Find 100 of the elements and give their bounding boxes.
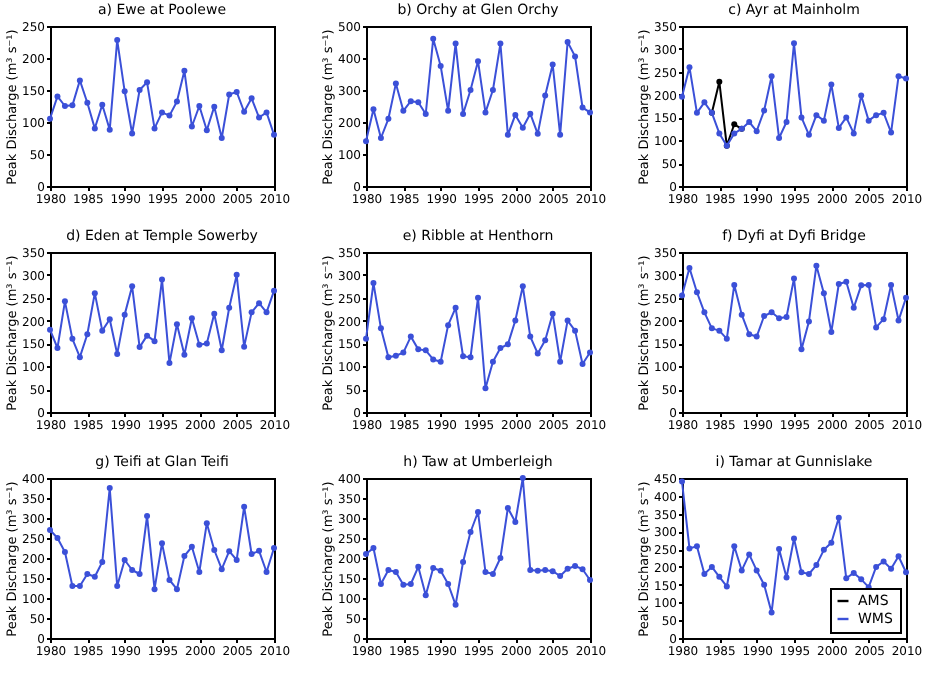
point xyxy=(422,111,429,117)
point xyxy=(542,92,549,99)
point xyxy=(76,77,83,84)
point xyxy=(820,290,827,297)
point xyxy=(377,135,384,141)
point xyxy=(504,505,511,511)
point xyxy=(385,115,392,122)
point xyxy=(166,360,173,367)
point xyxy=(768,309,775,316)
point xyxy=(716,130,723,137)
point xyxy=(895,73,902,80)
point xyxy=(761,313,768,319)
point xyxy=(121,88,128,95)
point xyxy=(241,108,248,115)
point xyxy=(106,316,113,323)
point xyxy=(880,316,887,323)
point xyxy=(542,337,549,344)
point xyxy=(798,569,805,576)
point xyxy=(475,58,481,65)
point xyxy=(880,109,887,116)
point xyxy=(527,567,534,573)
point xyxy=(84,99,91,106)
point xyxy=(106,485,113,491)
point xyxy=(731,121,738,128)
point xyxy=(437,63,444,69)
point xyxy=(363,551,369,557)
point xyxy=(445,107,452,114)
point xyxy=(527,110,534,117)
point xyxy=(129,283,136,290)
point xyxy=(263,569,270,575)
point xyxy=(497,40,504,47)
point xyxy=(738,311,745,318)
point xyxy=(783,574,790,581)
point xyxy=(813,112,820,119)
point xyxy=(708,563,715,570)
point xyxy=(865,117,872,124)
point xyxy=(873,324,880,331)
point xyxy=(144,79,151,86)
point xyxy=(144,332,151,339)
point xyxy=(873,563,880,570)
point xyxy=(422,347,429,354)
point xyxy=(564,317,571,324)
point xyxy=(716,573,723,580)
point xyxy=(445,581,452,587)
point xyxy=(843,278,850,285)
point xyxy=(467,87,474,93)
point xyxy=(392,352,399,359)
point xyxy=(248,309,255,316)
point xyxy=(136,87,143,93)
point xyxy=(564,39,571,45)
point xyxy=(415,563,422,570)
point xyxy=(181,351,188,358)
point xyxy=(686,265,693,271)
point xyxy=(430,35,437,42)
point xyxy=(203,127,210,134)
point xyxy=(203,520,210,527)
point xyxy=(241,343,248,350)
point xyxy=(99,327,106,334)
point xyxy=(54,535,61,541)
point xyxy=(828,539,835,546)
point xyxy=(557,573,564,579)
point xyxy=(196,341,203,348)
point xyxy=(519,124,526,131)
point xyxy=(572,563,579,569)
point xyxy=(542,567,549,573)
point xyxy=(129,567,136,573)
point xyxy=(828,81,835,88)
point xyxy=(888,565,895,572)
point xyxy=(835,124,842,131)
point xyxy=(211,547,218,553)
point xyxy=(188,315,195,322)
point xyxy=(400,581,407,588)
point xyxy=(114,37,121,44)
point xyxy=(791,40,797,47)
point xyxy=(731,281,738,288)
point xyxy=(460,111,467,117)
point xyxy=(813,562,820,569)
point xyxy=(783,119,790,125)
point xyxy=(99,559,106,565)
point xyxy=(850,304,857,311)
point xyxy=(69,583,76,589)
point xyxy=(385,567,392,573)
point xyxy=(903,75,909,82)
point xyxy=(166,577,173,583)
point xyxy=(895,553,902,560)
point xyxy=(271,287,277,294)
point xyxy=(47,115,53,122)
point xyxy=(850,130,857,137)
line-series xyxy=(679,478,909,616)
point xyxy=(69,335,76,342)
point xyxy=(392,569,399,575)
point xyxy=(805,571,812,577)
point xyxy=(271,131,277,138)
point xyxy=(791,535,797,542)
point xyxy=(723,335,730,342)
point xyxy=(888,129,895,136)
point xyxy=(84,571,91,577)
point xyxy=(527,333,534,340)
point xyxy=(151,586,158,593)
point xyxy=(549,310,556,317)
